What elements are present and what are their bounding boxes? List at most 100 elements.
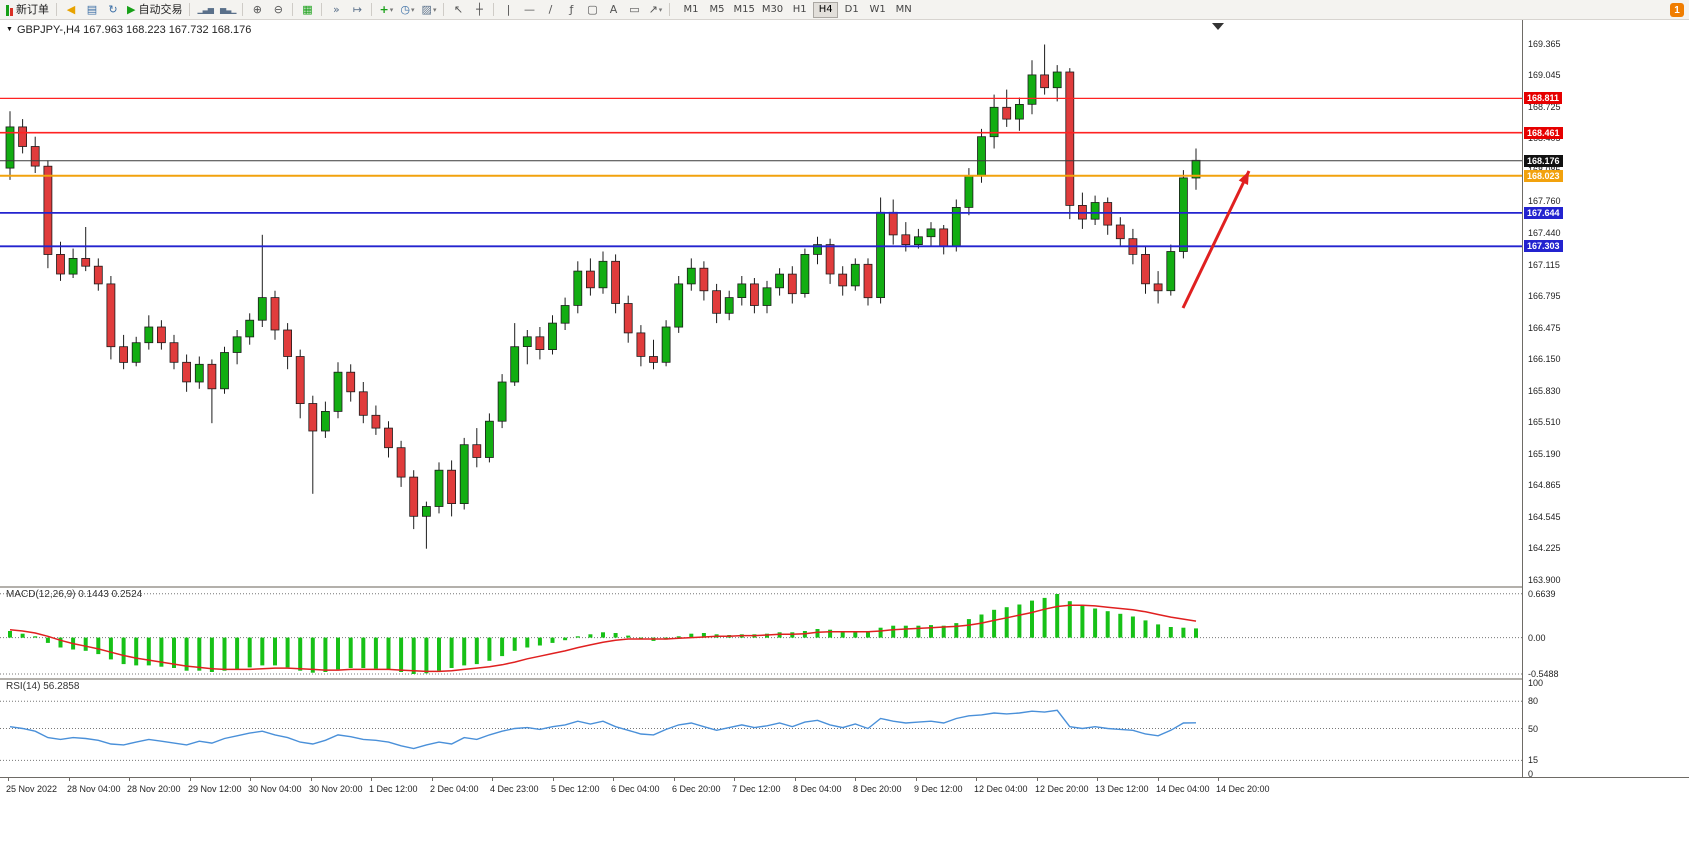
time-tick (1037, 778, 1038, 781)
crosshair-button[interactable]: ┼ (469, 1, 489, 19)
candle (838, 266, 848, 296)
candle (1153, 271, 1163, 304)
timeframe-button-M1[interactable]: M1 (678, 2, 703, 18)
timeframe-button-H4[interactable]: H4 (813, 1, 839, 18)
time-tick-label: 14 Dec 20:00 (1216, 784, 1270, 794)
macd-panel[interactable]: MACD(12,26,9) 0.1443 0.2524 (0, 588, 1522, 678)
indicators-descending-button[interactable]: ▅▃▁ (217, 1, 238, 19)
candle (522, 330, 532, 365)
timeframe-button-W1[interactable]: W1 (865, 2, 890, 18)
zoom-in-button[interactable]: ⊕ (247, 1, 267, 19)
main-chart-panel[interactable]: ▼ GBPJPY-,H4 167.963 168.223 167.732 168.… (0, 20, 1522, 586)
notification-badge[interactable]: 1 (1670, 3, 1684, 17)
candle (472, 428, 482, 468)
toolbar-separator (669, 3, 671, 16)
trendline-button[interactable]: / (540, 1, 560, 19)
candle (1166, 244, 1176, 296)
autotrade-play-icon: ▶ (127, 2, 136, 16)
tile-windows-button[interactable]: ▦ (297, 1, 317, 19)
macd-histogram-bar (298, 637, 303, 671)
timeframe-button-M5[interactable]: M5 (704, 2, 729, 18)
macd-histogram-bar (1093, 608, 1098, 638)
candle (699, 261, 709, 301)
time-tick (432, 778, 433, 781)
macd-histogram-bar (197, 637, 202, 671)
macd-histogram-bar (1017, 604, 1022, 638)
new-chart-icon: + (379, 2, 389, 16)
candle (775, 268, 784, 296)
macd-histogram-bar (588, 634, 593, 638)
text-button[interactable]: A (603, 1, 623, 19)
timeframe-button-M15[interactable]: M15 (730, 2, 757, 18)
time-axis[interactable]: 25 Nov 2022 28 Nov 04:00 28 Nov 20:00 29 No… (0, 777, 1689, 799)
time-tick-label: 14 Dec 04:00 (1156, 784, 1210, 794)
macd-histogram-bar (929, 625, 933, 638)
market-watch-button[interactable]: ▤ (82, 1, 102, 19)
candle (686, 258, 696, 291)
macd-histogram-bar (840, 631, 845, 638)
price-line-badge: 168.176 (1524, 155, 1563, 167)
price-tick-label: 168.725 (1528, 102, 1561, 112)
panel-splitter[interactable] (0, 586, 1689, 588)
shapes-button[interactable]: ▢ (582, 1, 602, 19)
macd-histogram-bar (96, 637, 101, 655)
zoom-in-icon: ⊕ (252, 2, 263, 16)
trend-arrow[interactable] (1181, 170, 1251, 309)
timeframe-button-H1[interactable]: H1 (787, 2, 812, 18)
zoom-out-button[interactable]: ⊖ (268, 1, 288, 19)
horizontal-line-button[interactable]: — (519, 1, 539, 19)
macd-histogram-bar (20, 633, 25, 638)
macd-histogram-bar (525, 637, 530, 648)
time-tick (553, 778, 554, 781)
rsi-panel[interactable]: RSI(14) 56.2858 (0, 680, 1522, 777)
vertical-line-button[interactable]: | (498, 1, 518, 19)
macd-histogram-bar (500, 637, 505, 657)
chart-shift-marker[interactable] (1212, 23, 1224, 30)
timeframe-button-D1[interactable]: D1 (839, 2, 864, 18)
new-chart-button[interactable]: + ▾ (376, 1, 396, 19)
timeframe-button-MN[interactable]: MN (891, 2, 916, 18)
macd-tick-label: -0.5488 (1528, 669, 1559, 679)
template-button[interactable]: ▨ ▾ (419, 1, 440, 19)
autotrade-button[interactable]: ▶ 自动交易 (124, 1, 185, 19)
auto-scroll-button[interactable]: » (326, 1, 346, 19)
candle (939, 225, 949, 255)
price-line-badge: 168.811 (1524, 92, 1563, 104)
candle (232, 330, 242, 365)
candle (649, 339, 658, 370)
cursor-button[interactable]: ↖ (448, 1, 468, 19)
macd-histogram-bar (386, 637, 391, 670)
chart-shift-button[interactable]: ↦ (347, 1, 367, 19)
refresh-button[interactable]: ↻ (103, 1, 123, 19)
candle (611, 254, 620, 314)
text-label-button[interactable]: ▭ (624, 1, 644, 19)
price-axis[interactable]: 169.365169.045168.725168.405168.085167.7… (1523, 20, 1689, 779)
candle (661, 320, 671, 367)
panel-splitter[interactable] (0, 678, 1689, 680)
timeframe-button-M30[interactable]: M30 (759, 2, 786, 18)
announcement-button[interactable]: ◀ (61, 1, 81, 19)
time-tick (129, 778, 130, 781)
candle (245, 313, 255, 345)
time-tick-label: 5 Dec 12:00 (551, 784, 600, 794)
macd-histogram-bar (512, 637, 517, 651)
announcement-icon: ◀ (66, 2, 76, 16)
candlestick-chart[interactable] (0, 20, 1522, 586)
chart-title-text: GBPJPY-,H4 167.963 168.223 167.732 168.1… (16, 24, 252, 36)
period-button[interactable]: ◷ ▾ (397, 1, 417, 19)
macd-histogram-bar (373, 637, 378, 669)
indicators-ascending-button[interactable]: ▁▃▅ (194, 1, 215, 19)
candle (951, 199, 961, 252)
time-tick-label: 1 Dec 12:00 (369, 784, 418, 794)
macd-label: MACD(12,26,9) 0.1443 0.2524 (6, 589, 143, 600)
symbol-dropdown-icon[interactable]: ▼ (6, 26, 13, 33)
time-tick (8, 778, 9, 781)
time-tick (1158, 778, 1159, 781)
macd-histogram-bar (58, 637, 63, 648)
arrows-tool-button[interactable]: ↗ ▾ (645, 1, 665, 19)
fibonacci-button[interactable]: ƒ (561, 1, 581, 19)
toolbar-separator (321, 3, 323, 16)
new-order-button[interactable]: 新订单 (3, 1, 52, 19)
time-tick (613, 778, 614, 781)
